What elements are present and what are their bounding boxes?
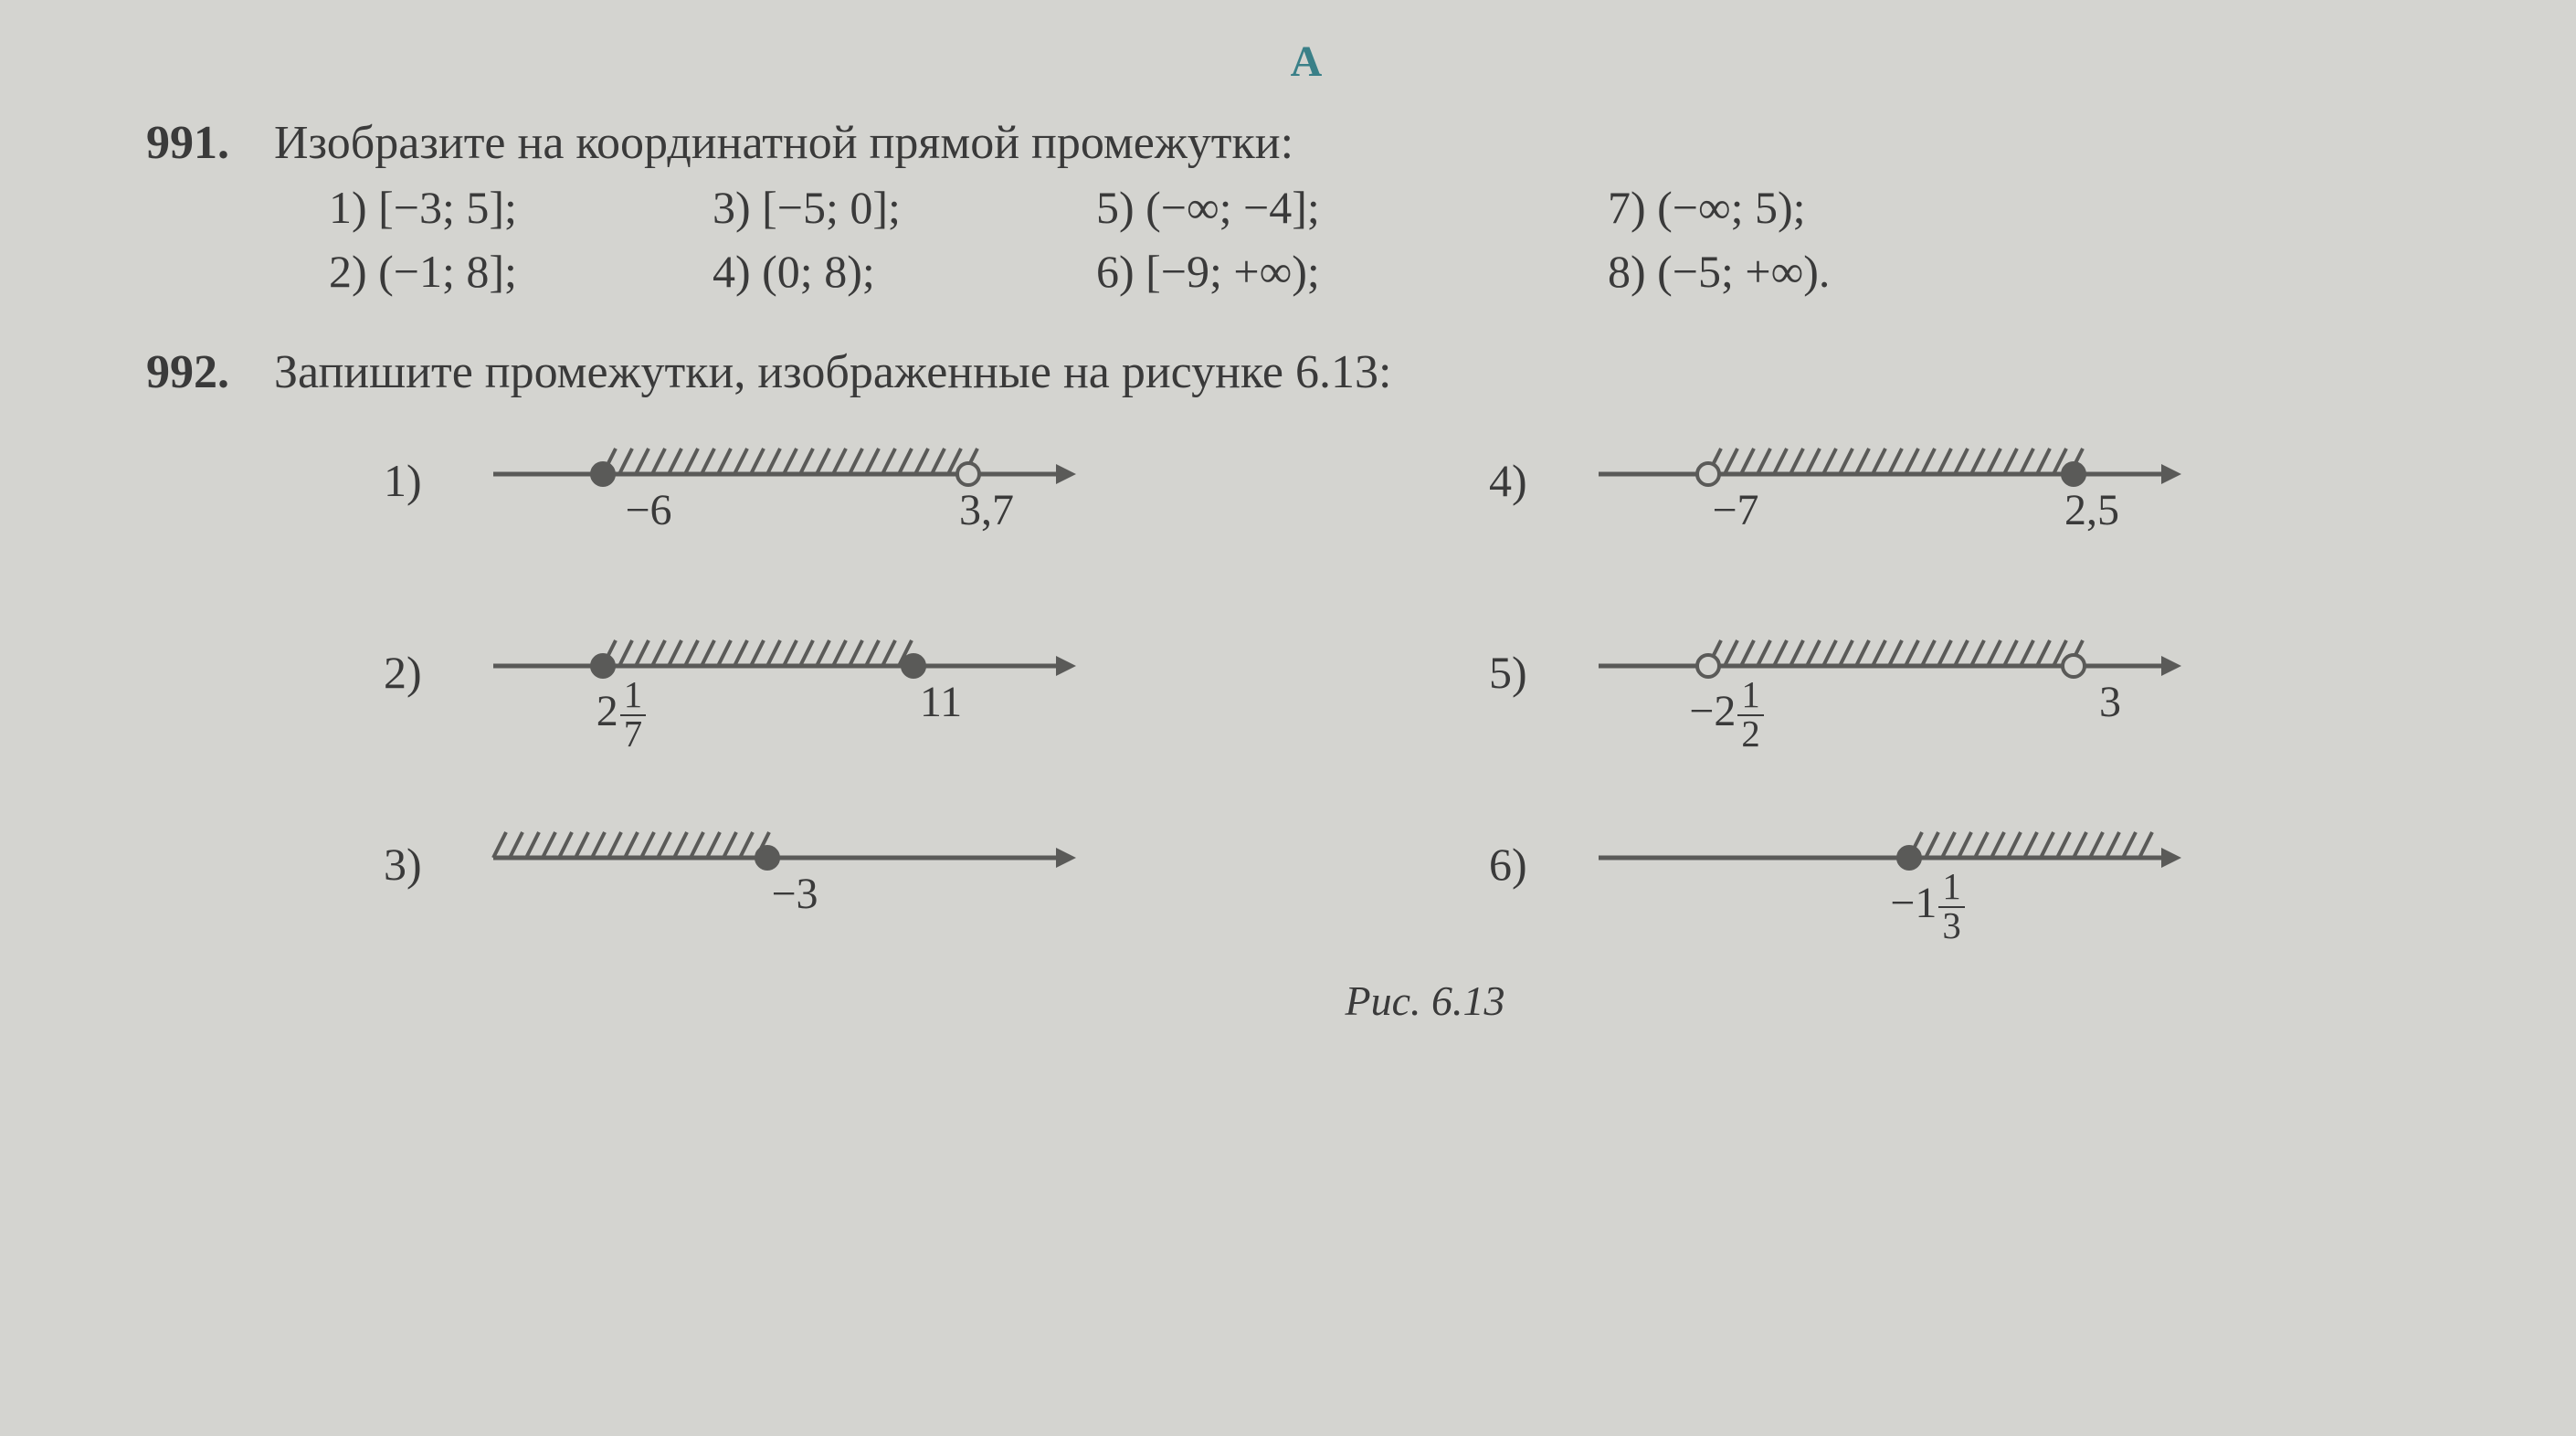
numberline-diagram: 6)−113 — [1489, 821, 2466, 967]
diagram-number: 3) — [384, 821, 457, 891]
interval-item: 6) [−9; +∞); — [1096, 245, 1608, 298]
interval-item: 3) [−5; 0]; — [713, 181, 1096, 234]
problem-prompt: Запишите промежутки, изображенные на рис… — [274, 334, 2466, 410]
interval-item: 4) (0; 8); — [713, 245, 1096, 298]
numberline-svg: −3 — [457, 821, 1361, 967]
diagrams-grid: 1)−63,7 4)−72,5 2)21711 5)−2123 3)−3 6)−113 — [384, 438, 2466, 967]
numberline-svg: −113 — [1562, 821, 2466, 967]
interval-item: 8) (−5; +∞). — [1608, 245, 2028, 298]
problem-991: 991. Изобразите на координатной прямой п… — [146, 105, 2466, 298]
numberline-svg: 21711 — [457, 629, 1361, 776]
problem-992: 992. Запишите промежутки, изображенные н… — [146, 334, 2466, 1025]
problem-number: 992. — [146, 334, 274, 410]
diagram-number: 5) — [1489, 629, 1562, 699]
diagram-number: 1) — [384, 438, 457, 507]
numberline-diagram: 5)−2123 — [1489, 629, 2466, 776]
diagram-number: 6) — [1489, 821, 1562, 891]
diagram-number: 2) — [384, 629, 457, 699]
numberline-diagram: 3)−3 — [384, 821, 1361, 967]
interval-item: 2) (−1; 8]; — [329, 245, 713, 298]
interval-item: 5) (−∞; −4]; — [1096, 181, 1608, 234]
numberline-diagram: 2)21711 — [384, 629, 1361, 776]
interval-item: 7) (−∞; 5); — [1608, 181, 2028, 234]
diagram-number: 4) — [1489, 438, 1562, 507]
numberline-svg: −2123 — [1562, 629, 2466, 776]
interval-item: 1) [−3; 5]; — [329, 181, 713, 234]
problem-number: 991. — [146, 105, 274, 181]
section-letter: A — [146, 37, 2466, 87]
numberline-diagram: 1)−63,7 — [384, 438, 1361, 584]
numberline-diagram: 4)−72,5 — [1489, 438, 2466, 584]
problem-prompt: Изобразите на координатной прямой промеж… — [274, 105, 2466, 181]
figure-caption: Рис. 6.13 — [384, 977, 2466, 1025]
numberline-svg: −63,7 — [457, 438, 1361, 584]
intervals-grid: 1) [−3; 5];3) [−5; 0];5) (−∞; −4];7) (−∞… — [329, 181, 2466, 298]
numberline-svg: −72,5 — [1562, 438, 2466, 584]
